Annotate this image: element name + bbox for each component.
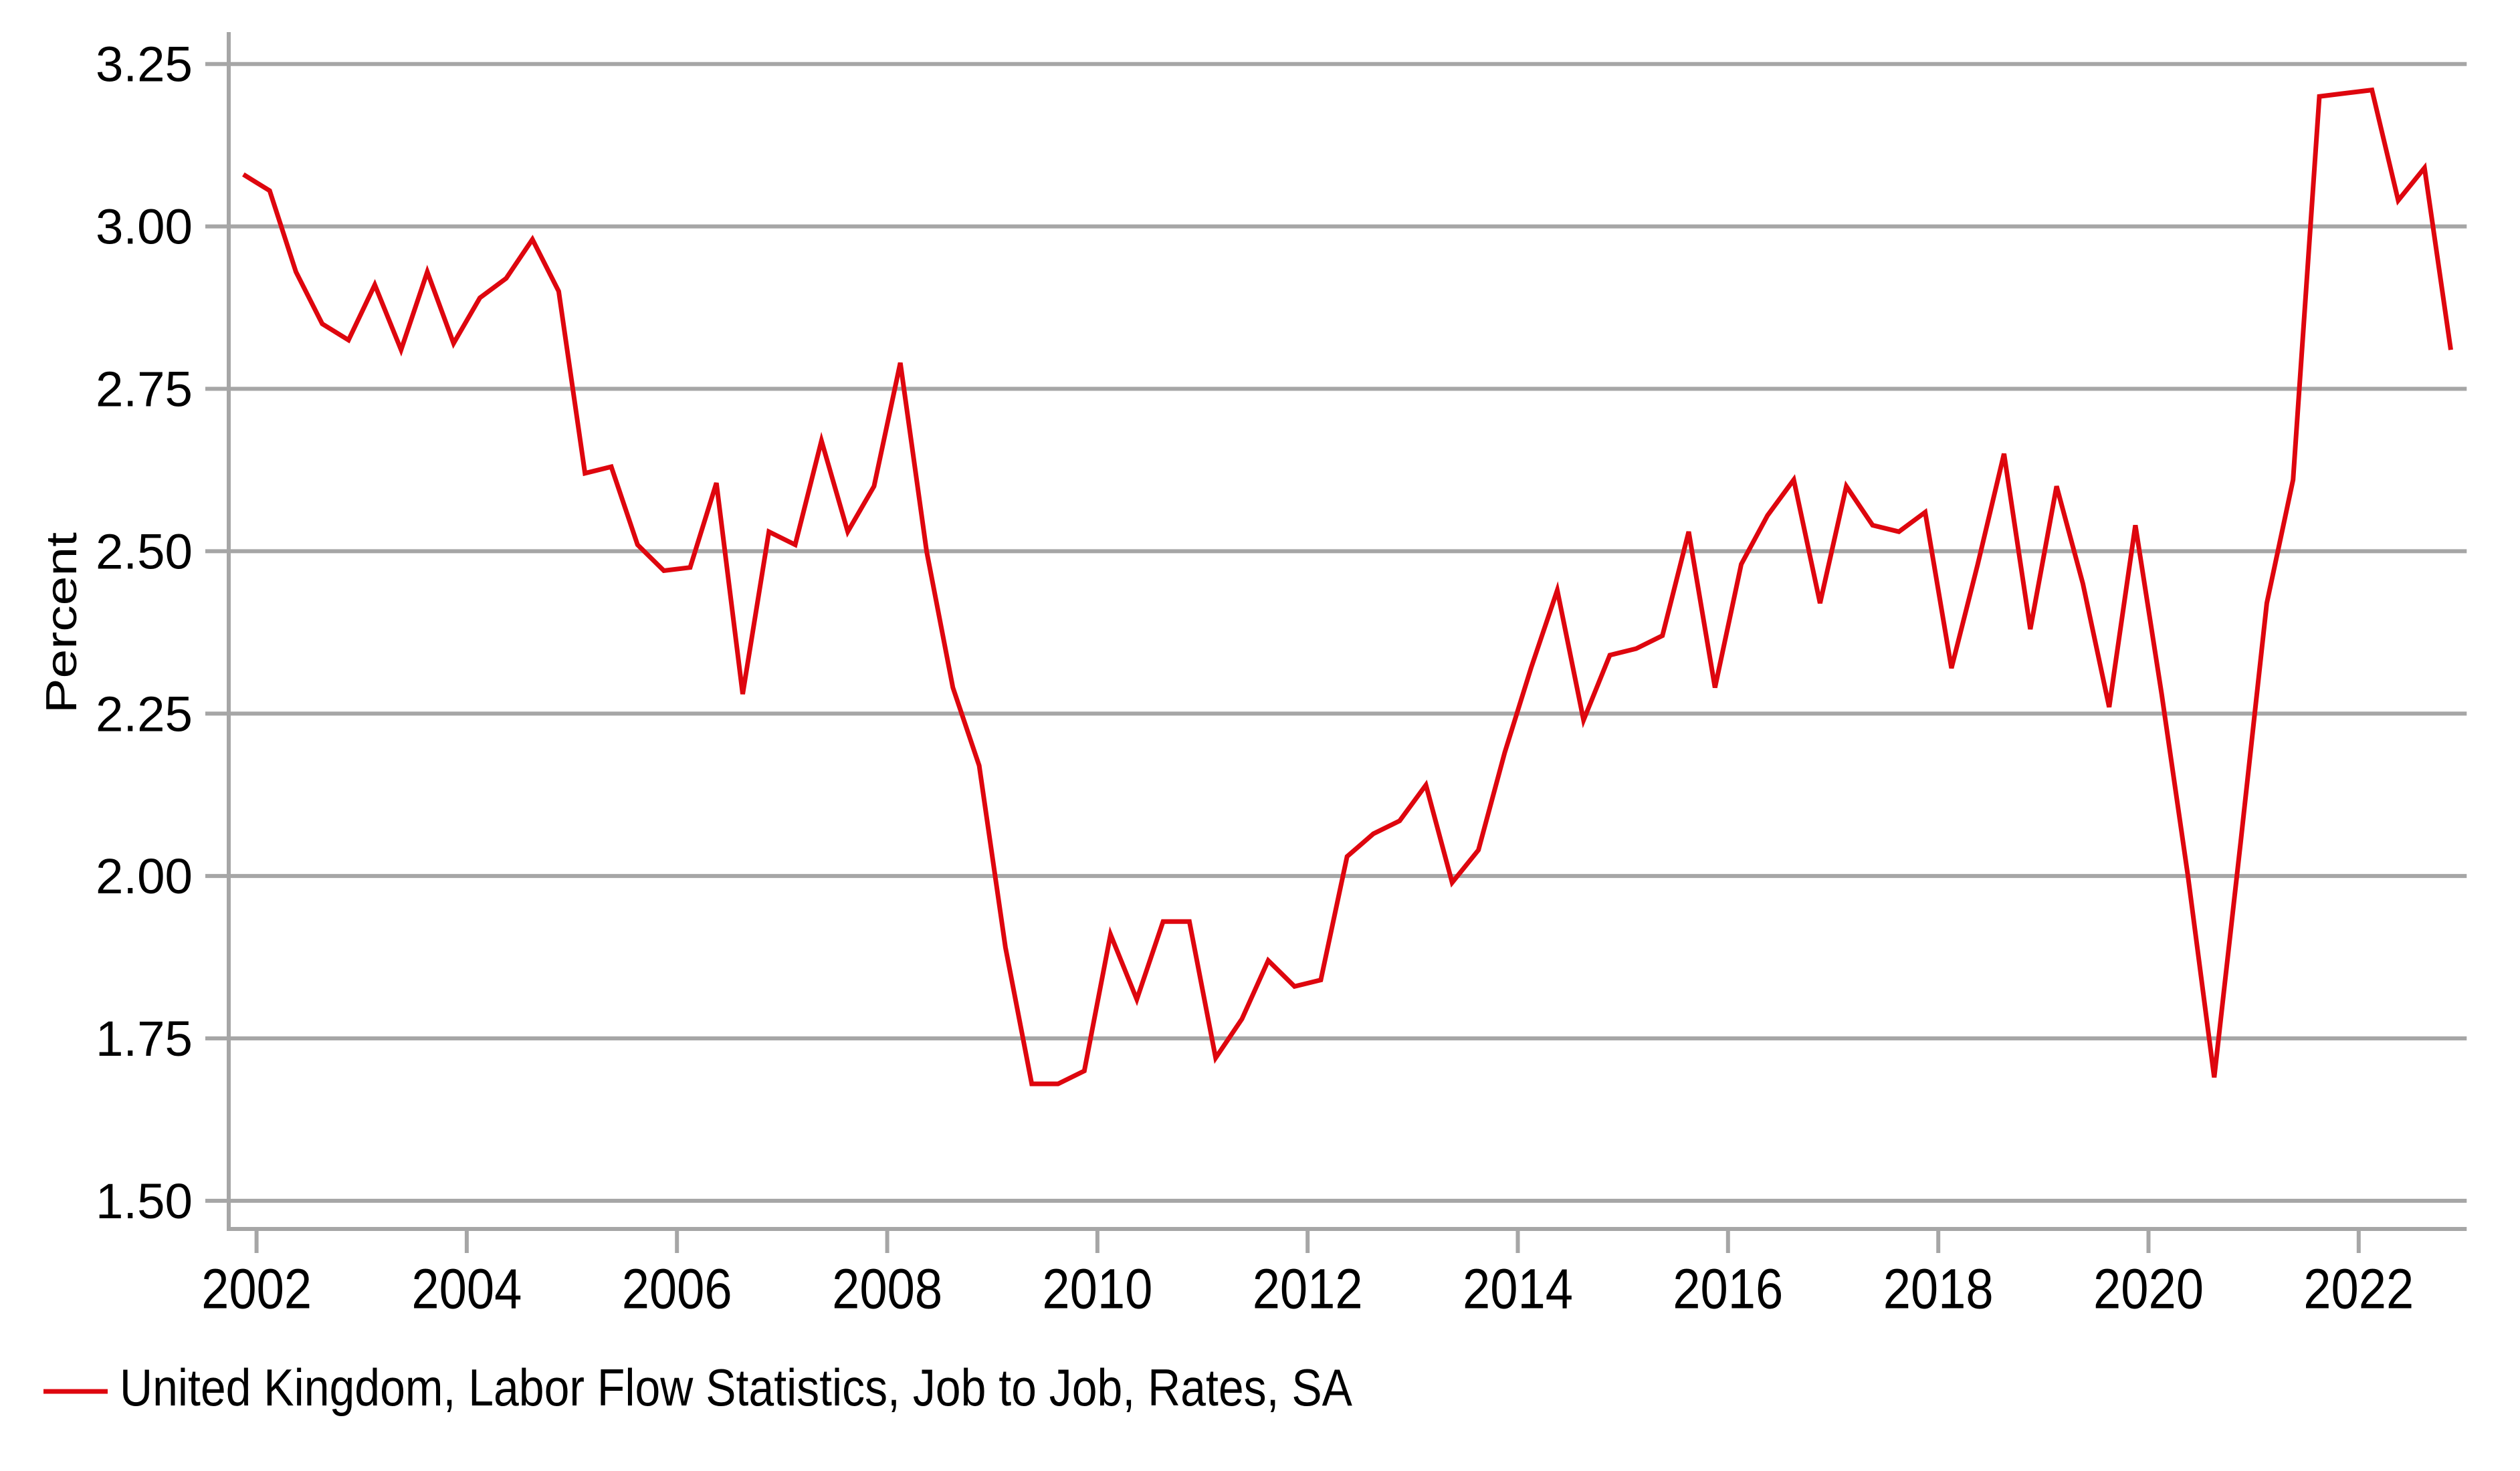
svg-text:2008: 2008 xyxy=(832,1258,942,1321)
svg-text:2006: 2006 xyxy=(622,1258,732,1321)
svg-text:2018: 2018 xyxy=(1883,1258,1994,1321)
svg-text:2002: 2002 xyxy=(201,1258,312,1321)
svg-text:Percent: Percent xyxy=(37,532,86,713)
svg-text:2010: 2010 xyxy=(1042,1258,1152,1321)
svg-text:3.00: 3.00 xyxy=(96,199,193,255)
svg-text:1.75: 1.75 xyxy=(96,1011,193,1066)
svg-text:2.50: 2.50 xyxy=(96,524,193,579)
svg-text:2012: 2012 xyxy=(1253,1258,1363,1321)
svg-text:2014: 2014 xyxy=(1463,1258,1573,1321)
svg-text:2.75: 2.75 xyxy=(96,362,193,417)
svg-text:2.25: 2.25 xyxy=(96,686,193,742)
svg-text:United Kingdom, Labor Flow Sta: United Kingdom, Labor Flow Statistics, J… xyxy=(120,1358,1352,1417)
svg-text:3.25: 3.25 xyxy=(96,37,193,92)
svg-text:2004: 2004 xyxy=(411,1258,522,1321)
svg-text:1.50: 1.50 xyxy=(96,1173,193,1229)
svg-text:2.00: 2.00 xyxy=(96,848,193,904)
svg-text:2016: 2016 xyxy=(1673,1258,1783,1321)
svg-text:2022: 2022 xyxy=(2303,1258,2414,1321)
svg-text:2020: 2020 xyxy=(2093,1258,2204,1321)
